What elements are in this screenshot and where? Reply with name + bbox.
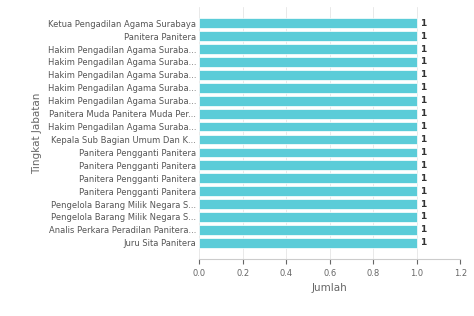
- Text: 1: 1: [420, 32, 427, 41]
- Bar: [199, 225, 417, 235]
- X-axis label: Jumlah: Jumlah: [312, 283, 347, 293]
- Bar: [199, 186, 417, 196]
- Bar: [199, 238, 417, 248]
- Text: 1: 1: [420, 83, 427, 92]
- Y-axis label: Tingkat Jabatan: Tingkat Jabatan: [32, 92, 42, 174]
- Text: 1: 1: [420, 122, 427, 131]
- Text: 1: 1: [420, 174, 427, 183]
- Bar: [199, 161, 417, 170]
- Text: 1: 1: [420, 135, 427, 144]
- Text: 1: 1: [420, 225, 427, 234]
- Text: 1: 1: [420, 45, 427, 54]
- Bar: [199, 135, 417, 144]
- Text: 1: 1: [420, 212, 427, 222]
- Text: 1: 1: [420, 148, 427, 157]
- Bar: [199, 148, 417, 157]
- Text: 1: 1: [420, 200, 427, 209]
- Text: 1: 1: [420, 70, 427, 79]
- Bar: [199, 122, 417, 131]
- Text: 1: 1: [420, 161, 427, 170]
- Bar: [199, 109, 417, 118]
- Bar: [199, 44, 417, 54]
- Bar: [199, 199, 417, 209]
- Bar: [199, 70, 417, 80]
- Text: 1: 1: [420, 109, 427, 118]
- Text: 1: 1: [420, 238, 427, 247]
- Bar: [199, 96, 417, 106]
- Bar: [199, 83, 417, 93]
- Text: 1: 1: [420, 187, 427, 196]
- Text: 1: 1: [420, 58, 427, 66]
- Text: 1: 1: [420, 96, 427, 105]
- Bar: [199, 31, 417, 41]
- Text: 1: 1: [420, 19, 427, 28]
- Bar: [199, 212, 417, 222]
- Bar: [199, 57, 417, 67]
- Bar: [199, 173, 417, 183]
- Bar: [199, 18, 417, 28]
